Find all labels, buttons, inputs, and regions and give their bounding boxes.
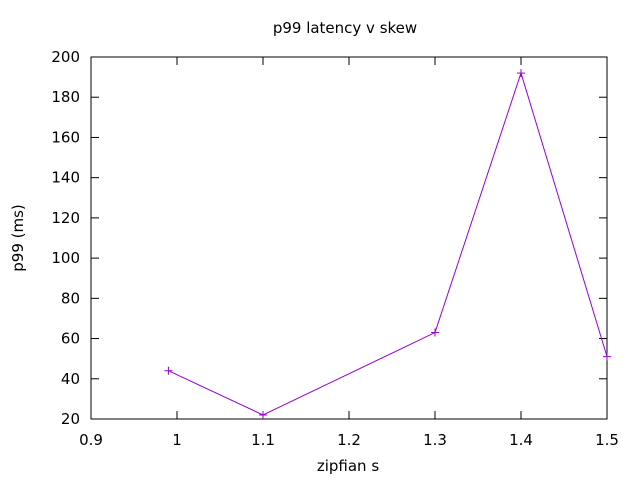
x-tick-label: 1.5: [595, 431, 619, 449]
y-tick-label: 160: [51, 128, 80, 146]
x-tick-label: 1.2: [337, 431, 361, 449]
x-tick: 1.3: [423, 57, 447, 449]
x-tick-label: 1.1: [251, 431, 275, 449]
y-tick-label: 80: [61, 289, 80, 307]
chart-title: p99 latency v skew: [273, 19, 417, 37]
x-axis-ticks: 0.9 1 1.1 1.2 1.3 1.4 1.5: [79, 57, 619, 449]
x-tick-label: 1.3: [423, 431, 447, 449]
data-point-marker: [259, 410, 267, 419]
y-tick-label: 60: [61, 330, 80, 348]
x-tick: 1.1: [251, 57, 275, 449]
x-tick: 1: [172, 57, 182, 449]
x-tick-label: 1: [172, 431, 182, 449]
data-point-marker: [517, 69, 525, 78]
y-axis-ticks: 20 40 60 80 100 120 140 160 180 200: [51, 48, 607, 428]
y-tick: 200: [51, 48, 607, 66]
y-tick: 160: [51, 128, 607, 146]
y-tick: 180: [51, 88, 607, 106]
y-tick-label: 200: [51, 48, 80, 66]
x-tick: 0.9: [79, 57, 103, 449]
y-tick-label: 180: [51, 88, 80, 106]
y-tick-label: 100: [51, 249, 80, 267]
data-point-marker: [431, 328, 439, 337]
y-tick: 20: [61, 410, 607, 428]
series-layer: [164, 69, 611, 419]
y-tick: 40: [61, 370, 607, 388]
x-tick: 1.5: [595, 57, 619, 449]
y-tick: 100: [51, 249, 607, 267]
y-tick: 60: [61, 330, 607, 348]
data-point-marker: [164, 366, 173, 375]
y-tick: 120: [51, 209, 607, 227]
plot-frame: [90, 56, 608, 420]
y-tick-label: 120: [51, 209, 80, 227]
y-axis-label: p99 (ms): [9, 204, 27, 272]
x-tick-label: 0.9: [79, 431, 103, 449]
x-tick: 1.2: [337, 57, 361, 449]
y-tick-label: 40: [61, 370, 80, 388]
x-tick: 1.4: [509, 57, 533, 449]
y-tick-label: 140: [51, 169, 80, 187]
y-tick-label: 20: [61, 410, 80, 428]
series-line: [168, 71, 608, 416]
y-tick: 140: [51, 169, 607, 187]
x-tick-label: 1.4: [509, 431, 533, 449]
x-axis-label: zipfian s: [317, 457, 379, 475]
data-point-marker: [603, 352, 611, 361]
y-tick: 80: [61, 289, 607, 307]
